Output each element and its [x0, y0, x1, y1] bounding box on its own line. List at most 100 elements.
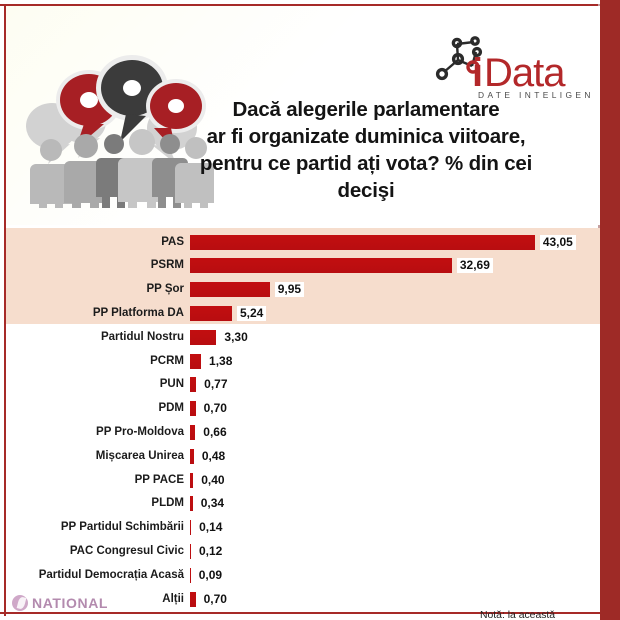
bar — [190, 567, 191, 583]
bar-category-label: PP Partidul Schimbării — [60, 521, 184, 534]
table-row: PLDM 0,34 — [6, 492, 600, 516]
bar — [190, 520, 192, 536]
bar-value-label: 0,34 — [197, 496, 228, 512]
bar — [190, 448, 194, 464]
national-brand-text: NATIONAL — [32, 595, 109, 611]
frame-left-border — [4, 4, 6, 616]
frame-bottom-border — [0, 612, 620, 614]
bar-value-label: 0,09 — [195, 567, 226, 583]
bar — [190, 543, 191, 559]
table-row: PP Platforma DA 5,24 — [6, 301, 600, 325]
bar-track: 3,30 — [190, 325, 600, 349]
header-section: i Data DATE INTELIGENTE Dacă alegerile p… — [6, 6, 600, 225]
bar-track: 0,09 — [190, 563, 600, 587]
bar-category-label: PP Șor — [146, 283, 185, 296]
title-line-2: ar fi organizate duminica viitoare, — [206, 125, 526, 148]
bar-category-label: PP Platforma DA — [92, 306, 184, 319]
title-line-4: decişi — [337, 179, 395, 202]
table-row: PAC Congresul Civic 0,12 — [6, 539, 600, 563]
bar — [190, 353, 202, 369]
bar-value-label: 0,66 — [200, 424, 230, 440]
bar-track: 32,69 — [190, 254, 600, 278]
bar — [190, 401, 196, 417]
table-row: PCRM 1,38 — [6, 349, 600, 373]
bar-track: 0,14 — [190, 516, 600, 540]
svg-text:Data: Data — [484, 51, 566, 95]
title-line-3: pentru ce partid ați vota? % din cei — [199, 152, 533, 175]
bar — [190, 591, 196, 607]
bar-track: 5,24 — [190, 301, 600, 325]
table-row: Mișcarea Unirea 0,48 — [6, 444, 600, 468]
bar — [190, 472, 194, 488]
svg-text:i: i — [472, 51, 482, 95]
table-row: PSRM 32,69 — [6, 254, 600, 278]
bar-category-label: Partidul Democrația Acasă — [38, 568, 184, 581]
bar-value-label: 0,77 — [201, 377, 231, 393]
bar — [190, 424, 196, 440]
bar-track: 0,48 — [190, 444, 600, 468]
bar-value-label: 3,30 — [221, 329, 251, 345]
bar-value-label: 1,38 — [206, 353, 236, 369]
bar-category-label: Alții — [162, 592, 184, 605]
bar-category-label: PAS — [161, 235, 184, 248]
bar-value-label: 9,95 — [274, 282, 305, 298]
bar — [190, 305, 232, 321]
bar-track: 9,95 — [190, 278, 600, 302]
bar-category-label: PP PACE — [134, 473, 184, 486]
bar-value-label: 32,69 — [456, 258, 493, 274]
bar-value-label: 5,24 — [236, 305, 267, 321]
bar-category-label: PLDM — [151, 497, 184, 510]
table-row: PUN 0,77 — [6, 373, 600, 397]
national-brand-logo: NATIONAL — [12, 592, 132, 614]
bar-value-label: 0,70 — [200, 401, 230, 417]
bar-value-label: 0,48 — [198, 448, 229, 464]
bar-track: 0,40 — [190, 468, 600, 492]
bar-value-label: 0,40 — [198, 472, 228, 488]
national-logo-icon — [12, 595, 28, 611]
frame-top-border — [0, 4, 620, 6]
bar — [190, 258, 452, 274]
bar — [190, 329, 217, 345]
bar-value-label: 0,70 — [200, 591, 230, 607]
bar — [190, 234, 535, 250]
table-row: PP Pro-Moldova 0,66 — [6, 420, 600, 444]
methodology-note: Notă: la aceastǎ intrebare au rǎspuns 12… — [480, 610, 556, 620]
bar-category-label: PAC Congresul Civic — [69, 544, 184, 557]
bar — [190, 377, 197, 393]
table-row: PP Partidul Schimbării 0,14 — [6, 516, 600, 540]
idata-logo: i Data DATE INTELIGENTE — [430, 32, 600, 102]
svg-text:DATE INTELIGENTE: DATE INTELIGENTE — [478, 90, 590, 100]
page-title: Dacă alegerile parlamentare ar fi organi… — [136, 96, 596, 204]
bar-category-label: PSRM — [150, 259, 184, 272]
bar — [190, 496, 193, 512]
bar-track: 0,77 — [190, 373, 600, 397]
bar-category-label: Partidul Nostru — [100, 330, 184, 343]
bar-value-label: 0,14 — [196, 520, 226, 536]
bar-category-label: PDM — [158, 402, 184, 415]
table-row: PAS 43,05 — [6, 230, 600, 254]
title-line-1: Dacă alegerile parlamentare — [232, 98, 500, 121]
table-row: Alții 0,70 — [6, 587, 600, 611]
bar-category-label: Mișcarea Unirea — [95, 449, 184, 462]
bar-chart: PAS 43,05 PSRM 32,69 PP Șor 9,95 PP Platforma … — [6, 228, 600, 620]
table-row: PDM 0,70 — [6, 397, 600, 421]
right-accent-band — [600, 0, 620, 620]
bar-category-label: PCRM — [150, 354, 184, 367]
bar-track: 0,66 — [190, 420, 600, 444]
bar-track: 43,05 — [190, 230, 600, 254]
bar-category-label: PP Pro-Moldova — [96, 425, 184, 438]
bar-track: 0,34 — [190, 492, 600, 516]
bar-track: 0,70 — [190, 587, 600, 611]
bar-category-label: PUN — [159, 378, 184, 391]
table-row: PP Șor 9,95 — [6, 278, 600, 302]
bar-value-label: 43,05 — [539, 234, 576, 250]
table-row: Partidul Democrația Acasă 0,09 — [6, 563, 600, 587]
table-row: PP PACE 0,40 — [6, 468, 600, 492]
bar-track: 0,12 — [190, 539, 600, 563]
table-row: Partidul Nostru 3,30 — [6, 325, 600, 349]
bar-rows-container: PAS 43,05 PSRM 32,69 PP Șor 9,95 PP Platforma … — [6, 228, 600, 612]
bar-track: 1,38 — [190, 349, 600, 373]
bar — [190, 282, 270, 298]
bar-track: 0,70 — [190, 397, 600, 421]
